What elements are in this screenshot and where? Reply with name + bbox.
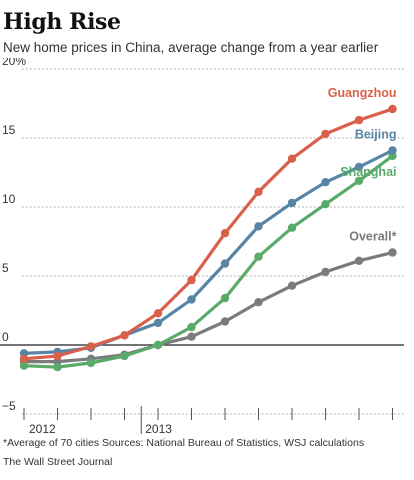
data-point [19,354,29,363]
data-point [120,331,129,340]
data-point [19,361,29,370]
series-line [24,250,393,364]
y-tick-label: −5 [2,399,16,413]
data-point [120,351,129,361]
line-chart: −5 0 5 10 15 20% 2012 2013 Guangzhou Beijing Sha… [0,58,404,436]
series-line [23,107,394,361]
publisher-credit: The Wall Street Journal [3,456,113,468]
y-tick-label: 10 [2,192,16,206]
data-point [388,248,397,257]
chart-subtitle: New home prices in China, average change… [3,40,379,55]
data-point [220,293,230,303]
data-point [254,252,263,261]
data-point [86,358,96,368]
data-point [354,176,364,185]
data-point [321,200,330,209]
y-axis-ticks: −5 0 5 10 15 20% [2,58,26,413]
series-label: Overall* [349,230,396,244]
data-point [287,223,297,232]
series-label: Guangzhou [328,86,397,100]
data-point [220,317,230,326]
data-point [321,178,330,187]
data-point [53,362,62,372]
data-point [220,229,230,238]
series-lines [19,104,397,372]
data-point [187,322,196,332]
data-point [321,267,330,277]
x-tick-label: 2012 [29,422,56,436]
data-point [321,129,330,139]
y-tick-label: 5 [2,261,9,275]
data-point [153,309,163,318]
data-point [388,146,397,155]
y-tick-label: 15 [2,123,16,137]
data-point [254,187,263,196]
data-point [254,222,263,231]
data-point [86,342,96,351]
data-point [388,104,397,114]
data-point [354,162,364,172]
y-tick-label: 0 [2,330,9,344]
x-tick-label: 2013 [145,422,172,436]
data-point [287,281,297,290]
data-point [153,318,163,328]
data-point [187,295,196,304]
data-point [220,259,230,268]
data-point [153,340,163,350]
data-point [354,115,364,125]
series-line [23,148,394,355]
series-label: Shanghai [340,165,396,179]
data-point [187,332,196,341]
data-point [187,275,196,285]
data-point [287,198,297,208]
footnote-sources: *Average of 70 cities Sources: National … [3,437,365,449]
series-labels: Guangzhou Beijing Shanghai Overall* [328,86,397,244]
series-label: Beijing [355,127,397,141]
data-point [254,298,263,307]
chart-title: High Rise [3,9,121,35]
grid-lines [0,68,404,415]
y-tick-label: 20% [2,58,26,68]
data-point [354,256,364,265]
data-point [287,154,297,163]
data-point [53,351,62,361]
series-line [23,154,394,369]
x-axis: 2012 2013 [23,406,393,436]
